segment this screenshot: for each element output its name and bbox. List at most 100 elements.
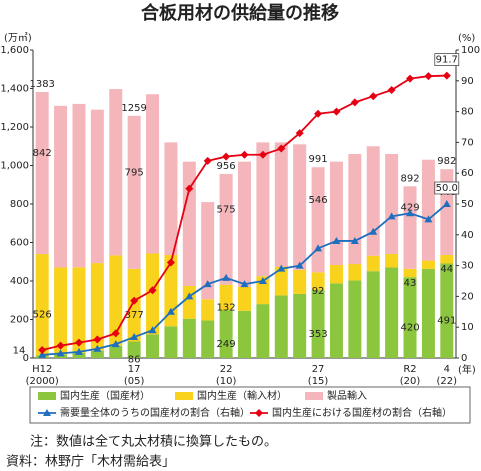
bar-segment [421,260,435,269]
bar-segment [201,299,215,321]
bar-segment [72,267,86,353]
value-label: 353 [309,329,328,340]
bar-segment [238,286,251,311]
bar-segment [256,304,270,358]
marker [332,236,341,244]
marker [406,209,415,217]
bar-segment [127,341,141,358]
x-tick-label: R2 [403,364,416,375]
source: 資料：林野庁「木材需給表」 [6,455,175,470]
y-tick-label: 1,600 [0,45,29,56]
bar-segment [348,280,362,358]
x-tick-sublabel: (22) [437,376,458,387]
line-value-label: 91.7 [436,55,458,66]
bar-segment [293,269,307,294]
bar-segment [421,159,435,261]
y2-tick-label: 90 [461,76,474,87]
marker [277,264,286,272]
marker [166,258,175,267]
bar-segment [109,255,123,346]
bar-segment [385,267,399,358]
marker [185,184,194,193]
bar-segment [90,350,104,358]
bar-segment [219,173,233,285]
value-label: 86 [128,355,141,366]
y2-tick-label: 30 [461,261,474,272]
bar-segment [440,255,454,264]
bar-segment [311,272,325,291]
marker [387,86,396,95]
bar-segment [146,94,160,254]
marker [111,329,120,338]
y2-tick-label: 80 [461,107,474,118]
marker [314,244,323,252]
bar-segment [72,103,86,268]
y-tick-label: 0 [23,353,29,364]
label-box [434,181,460,195]
bar-segment [329,283,343,358]
marker [424,215,433,223]
marker [148,286,157,295]
x-tick-label: 17 [128,364,141,375]
x-tick-sublabel: (2000) [26,376,59,387]
value-label: 377 [125,310,144,321]
marker [56,341,65,350]
bar-segment [366,271,380,358]
bar-segment [403,277,417,358]
label-box [434,53,460,66]
legend-label: 国内生産における国産材の割合（右軸） [272,406,452,419]
y2-tick-label: 20 [461,291,474,302]
y2-tick-label: 10 [461,322,474,333]
y2-tick-label: 0 [461,353,467,364]
value-label: 43 [404,278,417,289]
legend-swatch [175,392,193,400]
bar-segment [109,345,123,358]
y-tick-label: 200 [10,315,29,326]
y-unit: (万㎥) [4,31,32,44]
marker [38,345,47,354]
marker [240,280,249,288]
marker [350,98,359,107]
marker [130,296,139,305]
marker [93,335,102,344]
value-label: 842 [33,148,52,159]
marker [74,347,83,355]
y-tick-label: 1,000 [0,161,29,172]
legend-label: 製品輸入 [327,389,367,402]
value-label: 420 [400,323,419,334]
bar-segment [348,264,362,281]
marker [369,227,378,235]
bar-segment [182,318,196,358]
marker [56,349,65,357]
marker [203,280,212,288]
marker [93,344,102,352]
legend-label: 国内生産（国産材） [60,389,150,402]
value-label: 526 [33,310,52,321]
x-tick-label: 27 [312,364,325,375]
y2-tick-label: 40 [461,230,474,241]
bar-segment [127,115,141,269]
bar-segment [403,268,417,278]
value-label: 44 [440,264,453,275]
y-tick-label: 1,400 [0,84,29,95]
marker [258,277,267,284]
line-value-label: 50.0 [436,183,458,194]
legend-label: 国内生産（輸入材） [197,389,287,402]
bar-segment [164,142,178,256]
bar-segment [219,310,233,358]
bar-segment [219,284,233,311]
marker [277,144,286,153]
value-label: 491 [437,316,456,327]
bar-segment [90,109,104,264]
bar-segment [274,295,288,358]
marker [130,333,139,341]
total-label: 982 [437,156,456,167]
total-label: 892 [400,173,419,184]
note: 注：数値は全て丸太材積に換算したもの。 [30,434,277,450]
bar-segment [293,144,307,270]
bar-segment [311,290,325,358]
marker [222,152,231,161]
bar-segment [385,153,399,255]
y-tick-label: 600 [10,238,29,249]
bar-segment [348,153,362,265]
